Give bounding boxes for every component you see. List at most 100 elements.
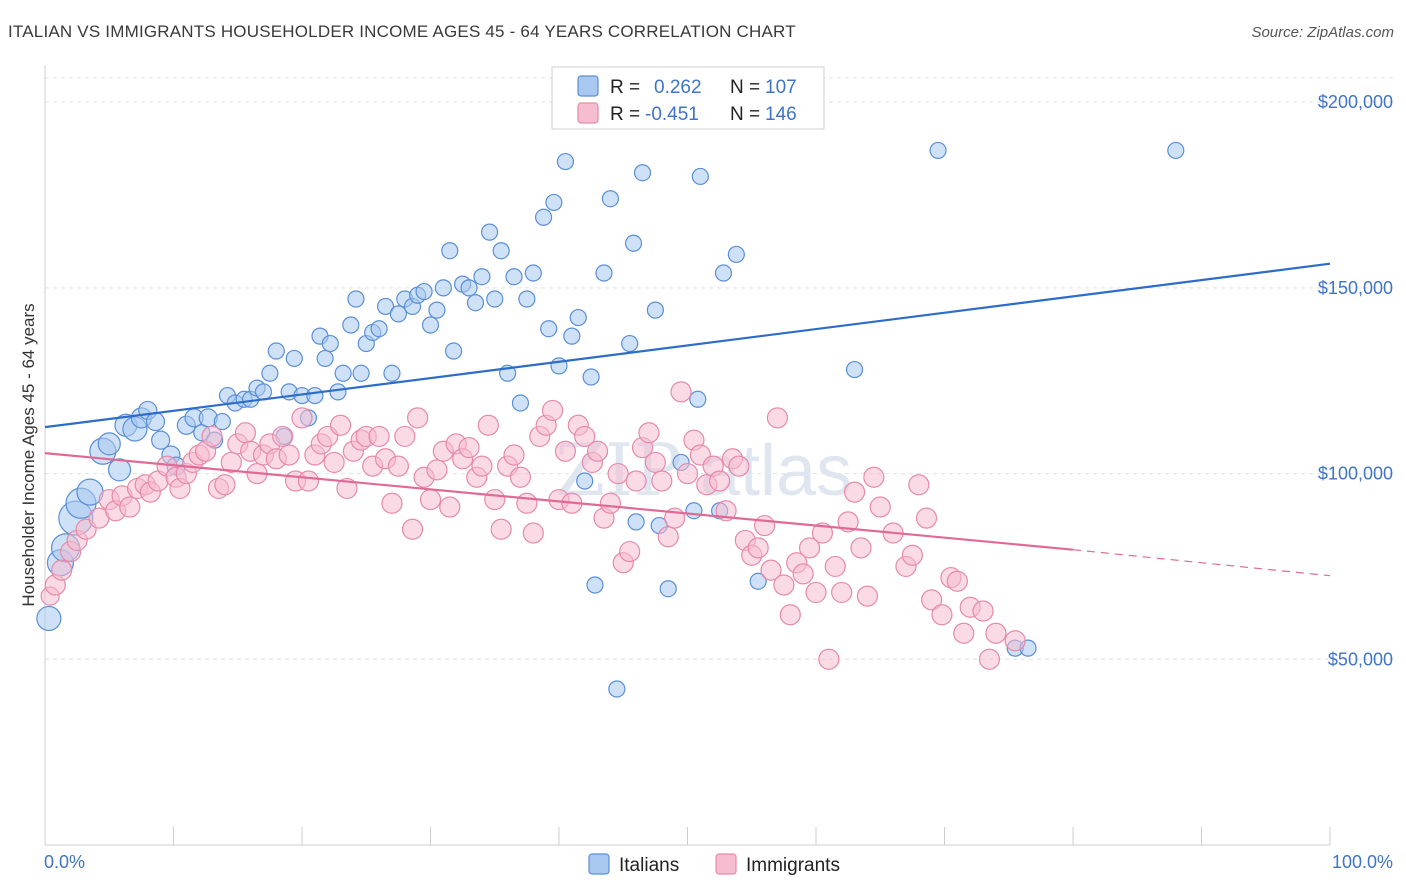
grid-lines	[45, 77, 1395, 660]
italians-point-100	[845, 360, 864, 379]
italians-point-95	[691, 167, 709, 186]
immigrants-point-42	[329, 414, 352, 436]
italians-point-41	[334, 364, 352, 382]
immigrants-point-25	[220, 451, 242, 474]
italians-point-55	[421, 316, 440, 334]
italians-point-71	[524, 264, 542, 282]
immigrants-point-54	[407, 407, 429, 429]
italians-point-28	[254, 383, 273, 401]
immigrants-point-139	[978, 648, 1001, 670]
trend-lines	[44, 262, 1331, 577]
bottom-legend-immigrants-label: Immigrants	[746, 855, 840, 876]
italians-point-77	[563, 327, 581, 345]
italians-point-42	[342, 316, 360, 334]
immigrants-point-121	[837, 511, 859, 533]
correlation-legend: R = 0.262 N = 107 R = -0.451 N = 146	[551, 66, 825, 130]
italians-point-33	[285, 349, 303, 368]
immigrants-point-119	[824, 555, 846, 578]
y-tick-labels: $50,000 $100,000 $150,000 $200,000	[1318, 92, 1393, 669]
immigrants-point-56	[419, 488, 442, 511]
immigrants-point-107	[747, 537, 769, 559]
immigrants-trend-line	[44, 452, 1074, 551]
immigrants-point-101	[709, 470, 731, 492]
italians-point-7	[97, 432, 121, 456]
italians-point-59	[445, 342, 463, 360]
italians-point-65	[486, 290, 504, 308]
immigrants-point-109	[760, 559, 782, 581]
x-tick-label-max: 100.0%	[1332, 852, 1393, 872]
italians-point-87	[627, 513, 645, 531]
x-tick-label-min: 0.0%	[44, 852, 85, 872]
italians-point-72	[534, 208, 553, 226]
immigrants-point-129	[901, 544, 923, 566]
chart-title: ITALIAN VS IMMIGRANTS HOUSEHOLDER INCOME…	[8, 22, 796, 41]
legend-immigrants-n-label: N =	[730, 104, 760, 125]
italians-point-73	[540, 320, 558, 338]
immigrants-point-87	[619, 540, 641, 563]
immigrants-point-70	[509, 466, 532, 488]
immigrants-point-67	[490, 518, 512, 540]
italians-point-39	[321, 334, 339, 353]
immigrants-point-124	[856, 585, 879, 607]
y-tick-label-3: $200,000	[1318, 92, 1393, 112]
immigrants-point-84	[599, 492, 622, 514]
immigrants-point-118	[818, 648, 840, 670]
italians-point-101	[929, 141, 947, 160]
immigrants-point-85	[607, 462, 629, 485]
italians-point-93	[685, 502, 703, 520]
immigrants-point-62	[458, 436, 480, 459]
immigrants-trend-extension	[1072, 549, 1331, 577]
immigrants-point-37	[297, 470, 320, 492]
source-label: Source: ZipAtlas.com	[1251, 24, 1394, 41]
immigrants-point-48	[368, 425, 390, 448]
immigrants-point-112	[779, 604, 801, 626]
italians-point-94	[689, 390, 707, 408]
immigrants-point-88	[625, 470, 647, 492]
italians-point-99	[749, 572, 767, 590]
italians-point-29	[261, 364, 279, 382]
italians-point-74	[545, 193, 563, 212]
immigrants-point-133	[931, 604, 953, 626]
italians-point-44	[352, 364, 370, 382]
italians-point-104	[1167, 141, 1185, 160]
legend-italians-n-value: 107	[765, 77, 797, 98]
italians-point-47	[370, 320, 388, 338]
immigrants-point-111	[773, 574, 795, 596]
immigrants-point-24	[214, 474, 236, 496]
legend-immigrants-n-value: 146	[765, 104, 797, 125]
italians-point-38	[316, 349, 334, 368]
immigrants-point-64	[471, 455, 493, 477]
immigrants-point-95	[670, 381, 692, 403]
immigrants-point-2	[51, 559, 73, 581]
italians-point-56	[428, 301, 446, 319]
immigrants-point-132	[921, 589, 943, 611]
legend-italians-r-label: R =	[610, 77, 640, 98]
immigrants-point-141	[1004, 630, 1026, 652]
italians-point-84	[608, 680, 626, 698]
immigrants-point-75	[541, 399, 564, 422]
immigrants-point-33	[272, 425, 294, 448]
italians-point-30	[267, 342, 285, 360]
series-legend: Italians Immigrants	[588, 853, 840, 876]
watermark-atlas: atlas	[700, 431, 852, 511]
immigrants-point-115	[798, 537, 821, 559]
immigrants-point-65	[477, 414, 499, 436]
italians-point-69	[511, 394, 530, 412]
italians-point-88	[633, 164, 652, 182]
immigrants-point-116	[805, 581, 827, 604]
italians-point-66	[492, 242, 510, 260]
immigrants-points	[40, 381, 1026, 670]
legend-italians-swatch	[577, 75, 599, 97]
immigrants-point-34	[278, 444, 300, 466]
immigrants-point-131	[915, 507, 938, 529]
immigrants-point-108	[753, 514, 776, 537]
legend-italians-r-value: 0.262	[654, 77, 702, 98]
immigrants-point-92	[651, 470, 673, 492]
y-axis-title: Householder Income Ages 45 - 64 years	[19, 303, 38, 606]
immigrants-point-80	[574, 425, 596, 448]
immigrants-point-120	[831, 581, 853, 604]
italians-point-54	[415, 282, 433, 301]
immigrants-point-110	[766, 407, 789, 429]
immigrants-point-82	[586, 440, 609, 462]
immigrants-point-104	[728, 455, 750, 477]
